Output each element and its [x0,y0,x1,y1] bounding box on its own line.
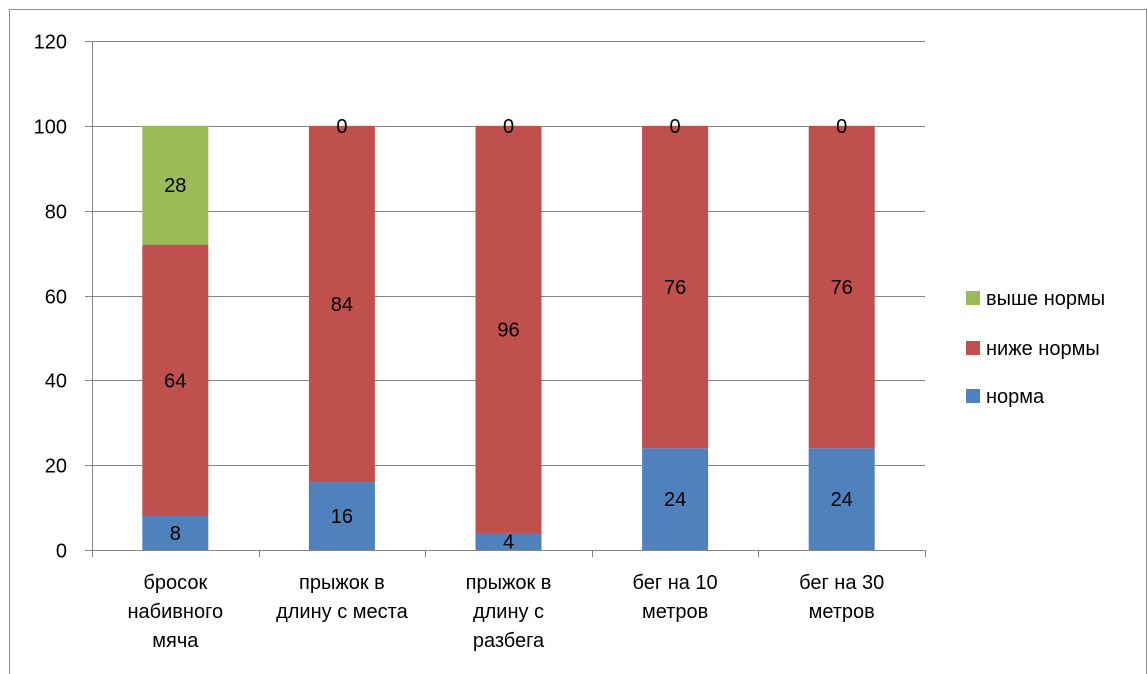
x-category-label-1-line-0: прыжок в [299,572,385,594]
x-category-label-0-line-2: мяча [152,630,199,652]
x-category-label-3: бег на 10 метров [633,572,718,623]
data-label-2-series-0: 4 [503,532,514,554]
x-category-label-0-line-1: набивного [128,601,224,623]
bar-4-series-0 [808,448,875,550]
x-category-label-2-line-2: разбега [473,630,545,652]
y-tick-label-60: 60 [45,287,67,309]
bar-1-series-1 [308,125,375,483]
data-label-0-series-2: 28 [164,175,186,197]
y-tick-label-0: 0 [56,541,67,563]
y-tick-label-40: 40 [45,371,67,393]
x-category-label-0-line-0: бросок [143,572,207,594]
legend-label-2: норма [986,386,1045,408]
legend-swatch-2 [966,389,980,403]
data-label-1-series-0: 16 [331,506,353,528]
data-label-3-series-0: 24 [664,489,686,511]
y-tick-label-120: 120 [34,32,67,54]
data-label-1-series-2: 0 [336,116,347,138]
x-category-label-0: бросок набивного мяча [128,572,224,652]
data-label-3-series-2: 0 [670,116,681,138]
x-category-label-2: прыжок в длину с разбега [466,572,552,652]
data-label-2-series-2: 0 [503,116,514,138]
legend-label-0: выше нормы [986,288,1105,310]
x-category-label-3-line-0: бег на 10 [633,572,718,594]
x-category-label-2-line-1: длину с [473,601,544,623]
bar-3-series-1 [642,125,709,449]
data-label-0-series-0: 8 [170,523,181,545]
bar-2-series-1 [475,125,542,534]
y-tick-label-100: 100 [34,117,67,139]
bar-0-series-2 [142,125,209,245]
x-category-label-4-line-1: метров [809,601,875,623]
y-tick-label-80: 80 [45,202,67,224]
bar-4-series-1 [808,125,875,449]
legend-label-1: ниже нормы [986,338,1100,360]
bar-0-series-1 [142,244,209,517]
bar-1-series-0 [308,482,375,550]
bar-3-series-0 [642,448,709,550]
x-category-label-4: бег на 30 метров [799,572,884,623]
data-label-4-series-2: 0 [836,116,847,138]
legend-swatch-0 [966,291,980,305]
x-category-label-1: прыжок в длину с места [276,572,408,623]
data-label-4-series-1: 76 [831,277,853,299]
x-category-label-2-line-0: прыжок в [466,572,552,594]
data-label-0-series-1: 64 [164,370,186,392]
bar-0-series-0 [142,516,209,550]
data-label-3-series-1: 76 [664,277,686,299]
y-tick-label-20: 20 [45,456,67,478]
legend-swatch-1 [966,341,980,355]
bar-2-series-0 [475,533,542,550]
data-label-4-series-0: 24 [831,489,853,511]
data-label-1-series-1: 84 [331,294,353,316]
x-category-label-4-line-0: бег на 30 [799,572,884,594]
x-category-label-1-line-1: длину с места [276,601,408,623]
x-category-label-3-line-1: метров [642,601,708,623]
data-label-2-series-1: 96 [497,319,519,341]
